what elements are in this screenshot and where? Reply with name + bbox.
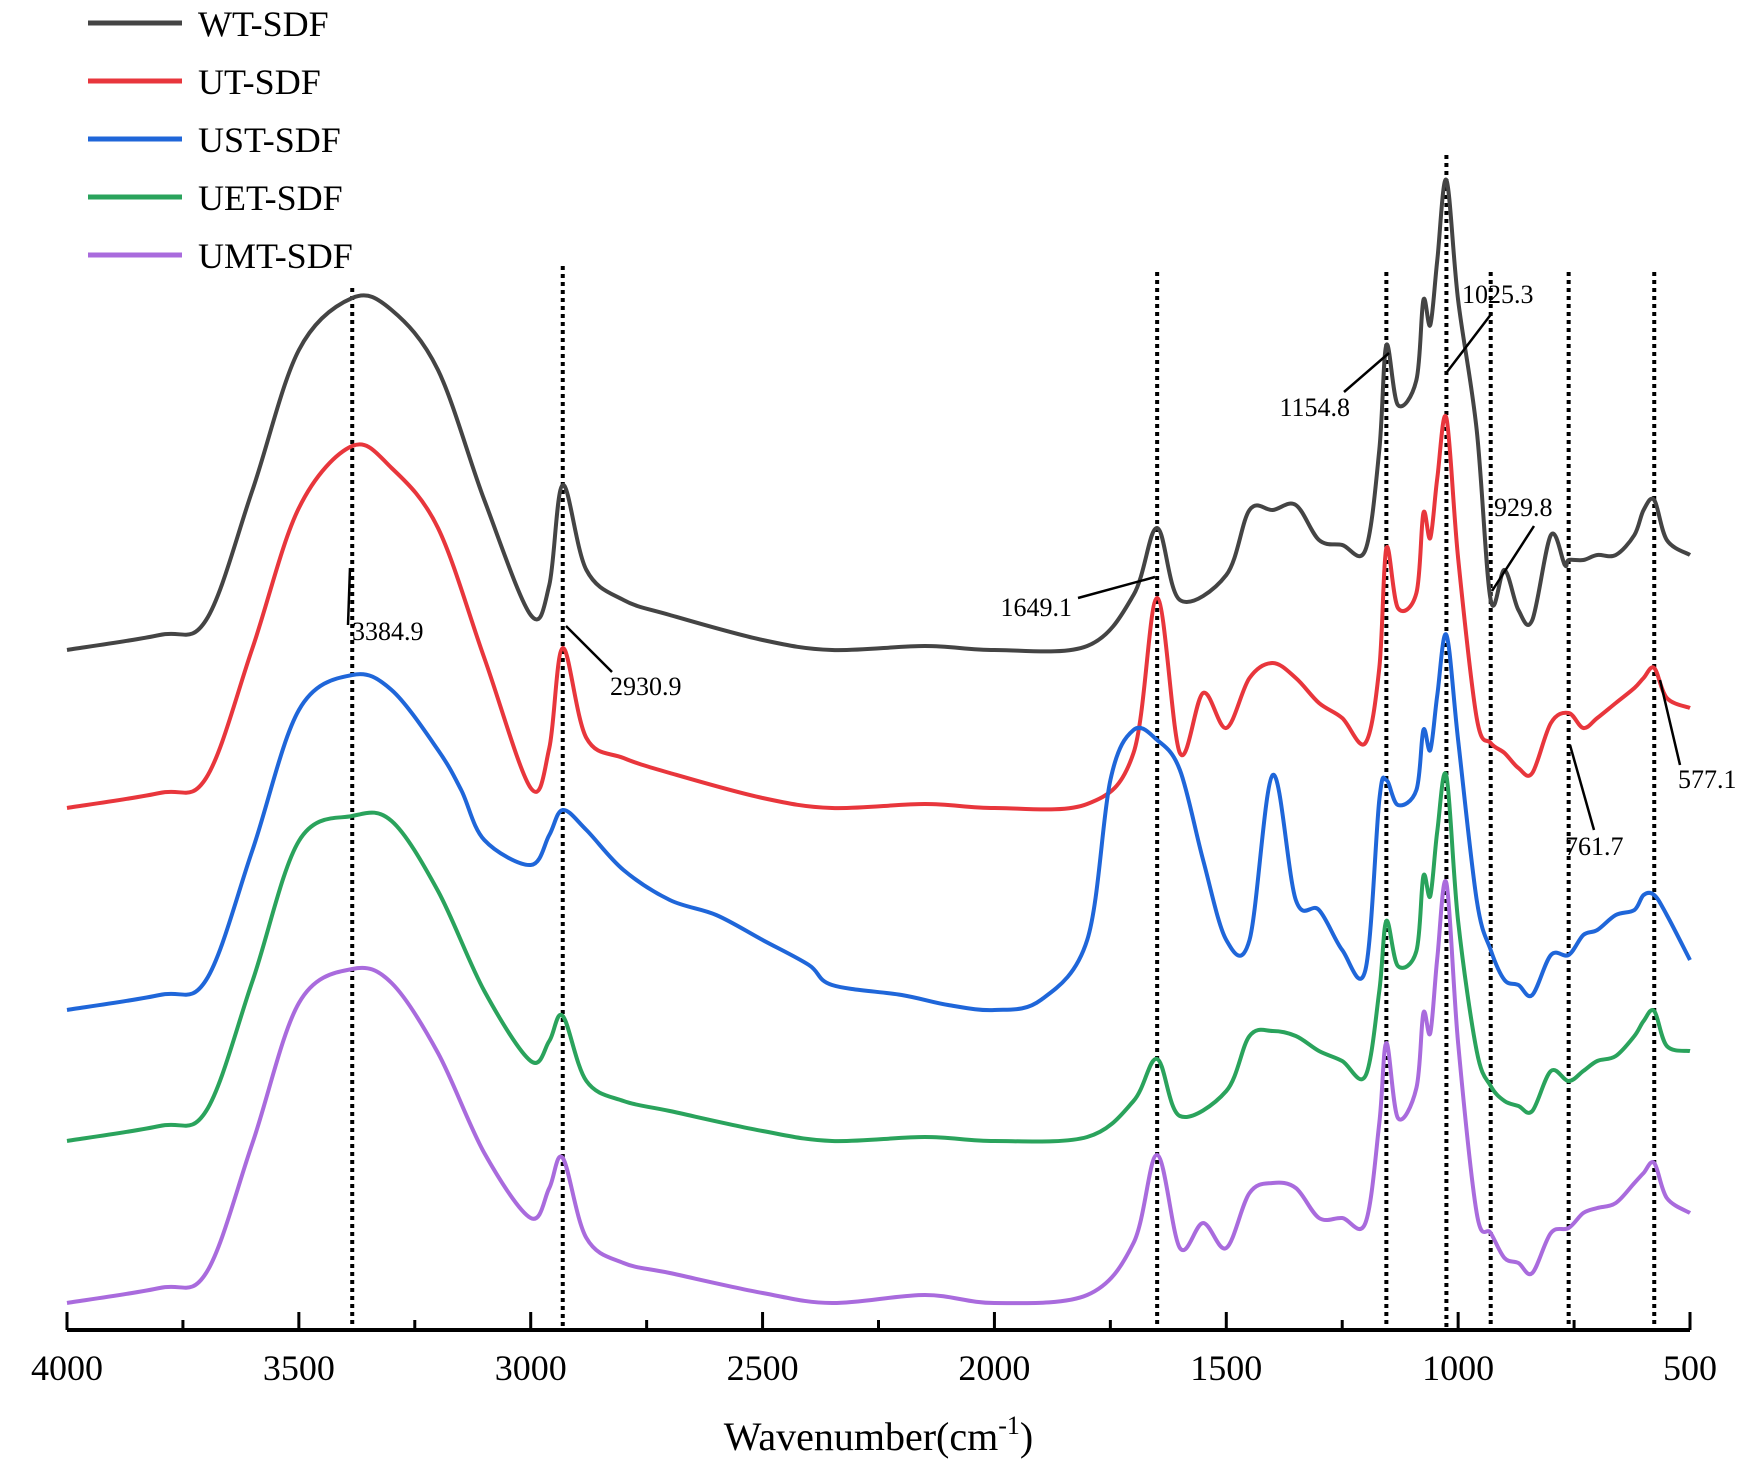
annotation-leader-1025-3 — [1446, 312, 1493, 373]
x-tick-label-1500: 1500 — [1190, 1348, 1262, 1388]
series-layer — [66, 177, 1692, 1306]
annotation-layer: 3384.9 2930.9 1649.1 1154.8 1025.3 929.8 761.7… — [346, 280, 1737, 861]
annotation-label-1025-3: 1025.3 — [1462, 280, 1534, 309]
annotation-leader-2930-9 — [565, 625, 613, 673]
annotation-leader-3384-9 — [346, 567, 352, 626]
x-tick-label-500: 500 — [1663, 1348, 1717, 1388]
x-tick-label-4000: 4000 — [31, 1348, 103, 1388]
legend-label: UST-SDF — [198, 120, 341, 160]
x-tick-label-2000: 2000 — [958, 1348, 1030, 1388]
annotation-label-761-7: 761.7 — [1565, 832, 1624, 861]
x-tick-label-3500: 3500 — [263, 1348, 335, 1388]
x-tick-label-2500: 2500 — [727, 1348, 799, 1388]
annotation-leader-1154-8 — [1343, 352, 1390, 393]
x-axis: 4000 3500 3000 2500 2000 1500 1000 500 Wavenumbe… — [31, 1312, 1717, 1459]
x-tick-label-3000: 3000 — [495, 1348, 567, 1388]
legend-item-wt-sdf: WT-SDF — [88, 4, 329, 44]
annotation-leader-1649-1 — [1077, 575, 1156, 600]
annotation-leader-761-7 — [1568, 744, 1596, 831]
legend-label: WT-SDF — [198, 4, 329, 44]
series-line-umt-sdf — [66, 878, 1692, 1306]
annotation-label-3384-9: 3384.9 — [352, 617, 424, 646]
reference-lines — [350, 155, 1657, 1330]
series-line-ut-sdf — [66, 413, 1691, 812]
legend-item-ut-sdf: UT-SDF — [88, 62, 321, 102]
series-line-uet-sdf — [66, 771, 1691, 1144]
annotation-label-1154-8: 1154.8 — [1279, 393, 1350, 422]
legend: WT-SDF UT-SDF UST-SDF UET-SDF UMT-SDF — [88, 4, 353, 276]
annotation-label-929-8: 929.8 — [1494, 493, 1553, 522]
legend-label: UT-SDF — [198, 62, 321, 102]
annotation-label-577-1: 577.1 — [1678, 765, 1737, 794]
x-axis-title: Wavenumber(cm-1) — [724, 1411, 1033, 1459]
annotation-leader-929-8 — [1490, 525, 1536, 592]
series-line-ust-sdf — [66, 632, 1692, 1013]
annotation-label-1649-1: 1649.1 — [1001, 593, 1073, 622]
legend-label: UMT-SDF — [198, 236, 353, 276]
annotation-leader-577-1 — [1658, 679, 1682, 766]
legend-item-uet-sdf: UET-SDF — [88, 178, 343, 218]
annotation-label-2930-9: 2930.9 — [610, 672, 682, 701]
series-line-wt-sdf — [66, 177, 1692, 654]
legend-item-ust-sdf: UST-SDF — [88, 120, 341, 160]
legend-item-umt-sdf: UMT-SDF — [88, 236, 353, 276]
legend-label: UET-SDF — [198, 178, 343, 218]
x-tick-label-1000: 1000 — [1422, 1348, 1494, 1388]
